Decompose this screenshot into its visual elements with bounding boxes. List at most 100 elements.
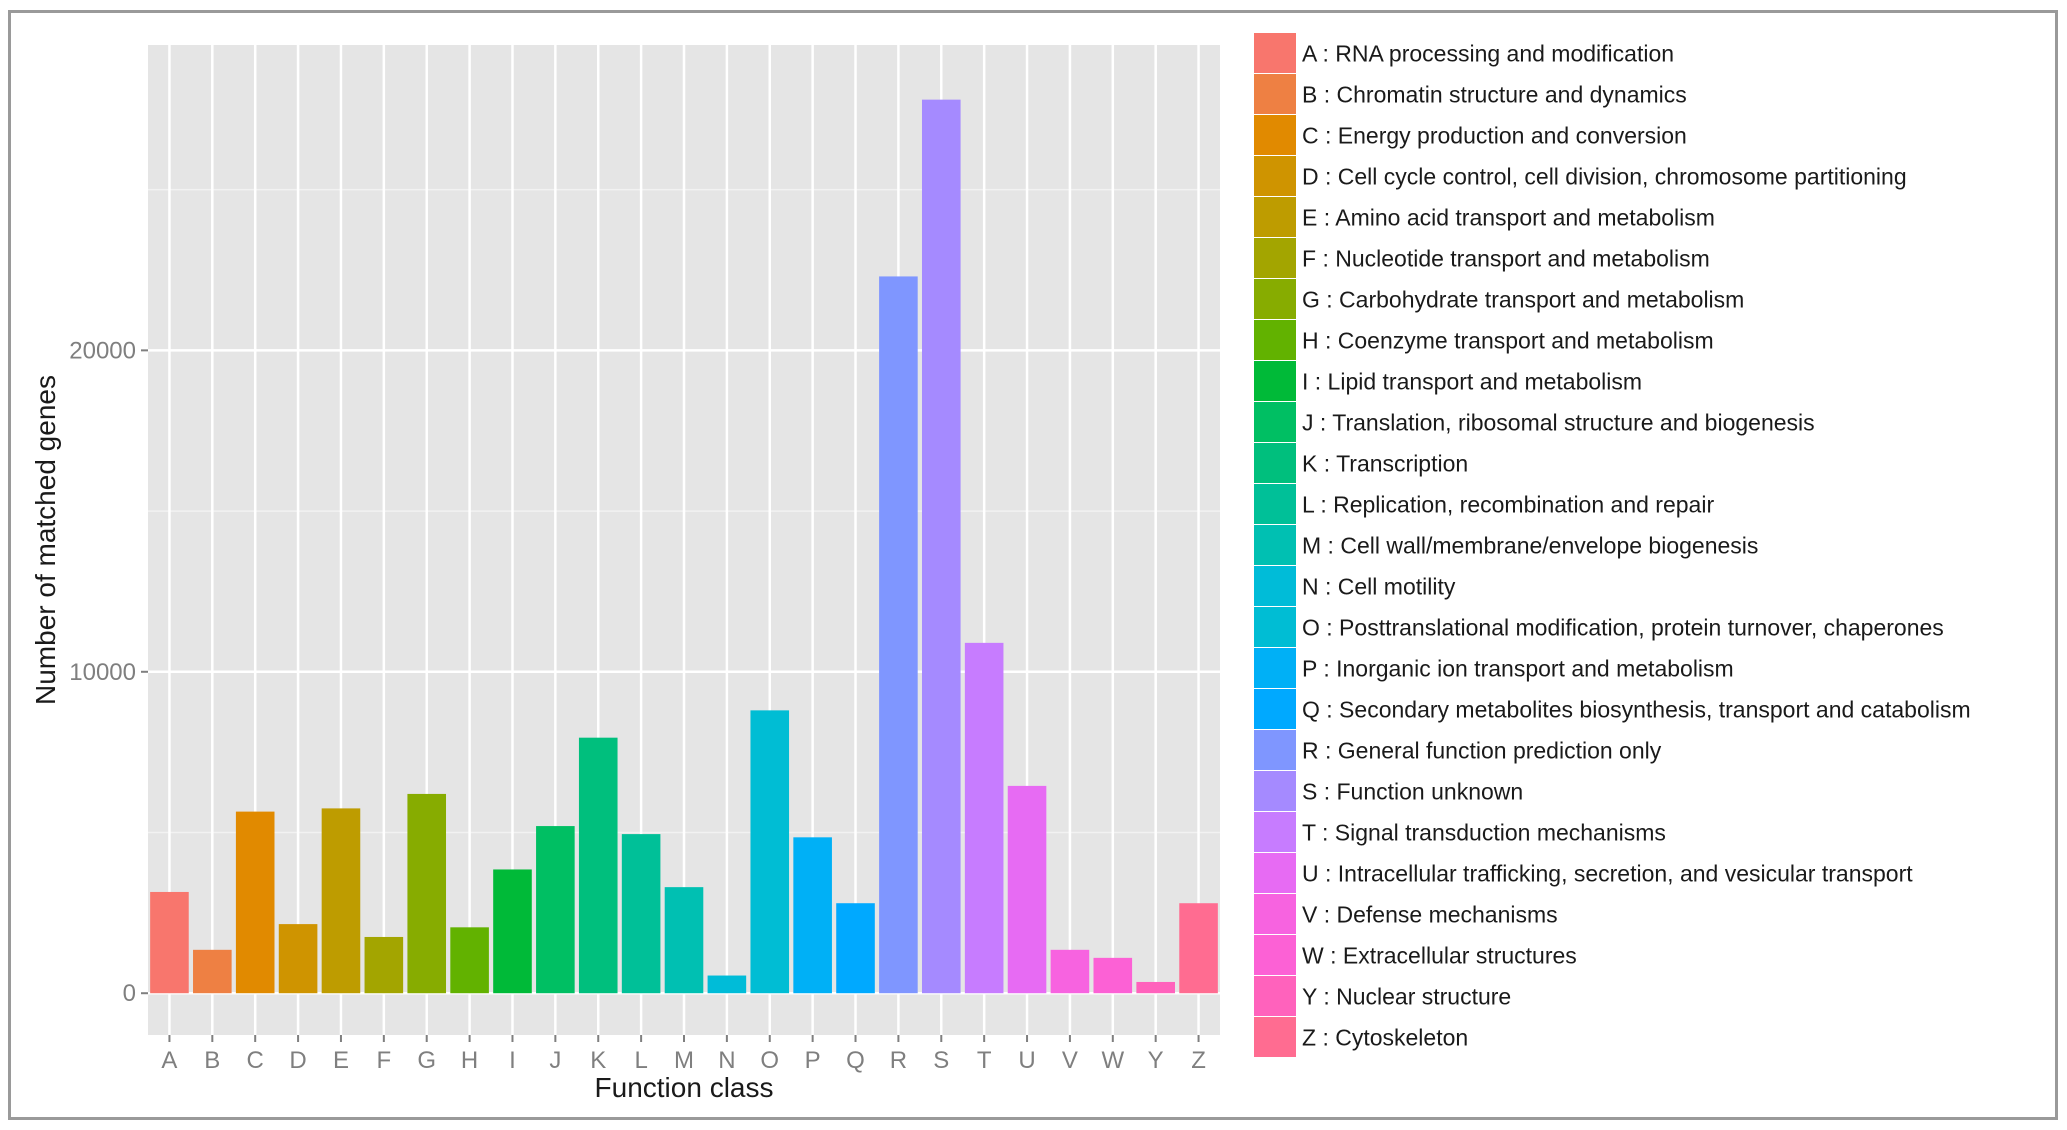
- legend-label-I: I : Lipid transport and metabolism: [1302, 369, 1642, 395]
- legend-key-Q: [1254, 689, 1296, 729]
- x-tick-label: E: [333, 1047, 349, 1074]
- legend-key-Z: [1254, 1017, 1296, 1057]
- x-tick-label: R: [890, 1047, 907, 1074]
- legend-key-F: [1254, 238, 1296, 278]
- bar-Y: [1136, 981, 1175, 994]
- y-tick-label: 10000: [69, 659, 136, 686]
- x-tick-label: Q: [846, 1047, 865, 1074]
- legend-key-O: [1254, 607, 1296, 647]
- legend-label-K: K : Transcription: [1302, 451, 1468, 477]
- bar-C: [235, 811, 275, 994]
- x-tick-label: Y: [1148, 1047, 1164, 1074]
- legend-label-A: A : RNA processing and modification: [1302, 41, 1674, 67]
- legend-label-V: V : Defense mechanisms: [1302, 902, 1558, 928]
- bar-Q: [836, 903, 875, 994]
- legend-label-W: W : Extracellular structures: [1302, 943, 1577, 969]
- bar-S: [921, 99, 961, 994]
- legend-key-C: [1254, 115, 1296, 155]
- legend-label-G: G : Carbohydrate transport and metabolis…: [1302, 287, 1744, 313]
- legend-label-M: M : Cell wall/membrane/envelope biogenes…: [1302, 533, 1758, 559]
- x-tick-label: D: [289, 1047, 306, 1074]
- bar-B: [193, 949, 232, 994]
- bars-layer: [150, 99, 1218, 994]
- legend-label-D: D : Cell cycle control, cell division, c…: [1302, 164, 1907, 190]
- legend-label-Y: Y : Nuclear structure: [1302, 984, 1511, 1010]
- legend-label-P: P : Inorganic ion transport and metaboli…: [1302, 656, 1734, 682]
- legend-key-J: [1254, 402, 1296, 442]
- legend-label-O: O : Posttranslational modification, prot…: [1302, 615, 1944, 641]
- x-tick-label: N: [718, 1047, 735, 1074]
- bar-J: [536, 826, 575, 994]
- legend-key-M: [1254, 525, 1296, 565]
- legend-key-K: [1254, 443, 1296, 483]
- x-tick-label: C: [247, 1047, 264, 1074]
- legend-key-S: [1254, 771, 1296, 811]
- bar-G: [407, 793, 447, 994]
- legend-key-H: [1254, 320, 1296, 360]
- legend-key-R: [1254, 730, 1296, 770]
- x-tick-label: P: [805, 1047, 821, 1074]
- x-tick-label: K: [590, 1047, 606, 1074]
- legend-key-D: [1254, 156, 1296, 196]
- bar-L: [621, 834, 661, 994]
- x-axis-title: Function class: [595, 1072, 774, 1103]
- legend-label-F: F : Nucleotide transport and metabolism: [1302, 246, 1710, 272]
- legend-label-N: N : Cell motility: [1302, 574, 1456, 600]
- legend-key-I: [1254, 361, 1296, 401]
- x-tick-label: S: [933, 1047, 949, 1074]
- legend-key-L: [1254, 484, 1296, 524]
- legend-label-Q: Q : Secondary metabolites biosynthesis, …: [1302, 697, 1971, 723]
- bar-O: [750, 710, 790, 994]
- x-tick-label: L: [634, 1047, 647, 1074]
- x-tick-label: V: [1062, 1047, 1078, 1074]
- x-tick-label: G: [417, 1047, 436, 1074]
- x-tick-label: I: [509, 1047, 516, 1074]
- bar-P: [793, 837, 832, 994]
- y-tick-label: 0: [123, 980, 136, 1007]
- figure-frame: [8, 10, 2058, 1120]
- legend-label-C: C : Energy production and conversion: [1302, 123, 1687, 149]
- x-tick-label: F: [377, 1047, 392, 1074]
- bar-M: [664, 887, 704, 994]
- bar-I: [493, 869, 532, 994]
- bar-V: [1050, 949, 1090, 994]
- x-tick-label: H: [461, 1047, 478, 1074]
- bar-A: [150, 891, 189, 994]
- legend-key-U: [1254, 853, 1296, 893]
- legend-key-V: [1254, 894, 1296, 934]
- x-tick-label: A: [161, 1047, 177, 1074]
- legend-label-U: U : Intracellular trafficking, secretion…: [1302, 861, 1913, 887]
- legend-label-H: H : Coenzyme transport and metabolism: [1302, 328, 1714, 354]
- x-tick-label: B: [204, 1047, 220, 1074]
- legend-key-T: [1254, 812, 1296, 852]
- legend-key-A: [1254, 33, 1296, 73]
- legend-label-S: S : Function unknown: [1302, 779, 1523, 805]
- legend-key-Y: [1254, 976, 1296, 1016]
- bar-H: [450, 927, 489, 994]
- x-tick-label: O: [760, 1047, 779, 1074]
- bar-U: [1007, 785, 1047, 994]
- bar-W: [1093, 957, 1133, 994]
- x-tick-label: U: [1018, 1047, 1035, 1074]
- y-tick-label: 20000: [69, 337, 136, 364]
- legend-key-P: [1254, 648, 1296, 688]
- legend-label-L: L : Replication, recombination and repai…: [1302, 492, 1714, 518]
- legend-label-B: B : Chromatin structure and dynamics: [1302, 82, 1687, 108]
- x-tick-label: T: [977, 1047, 992, 1074]
- legend-key-N: [1254, 566, 1296, 606]
- bar-T: [964, 642, 1004, 994]
- bar-N: [707, 975, 747, 994]
- x-tick-label: J: [549, 1047, 561, 1074]
- bar-R: [879, 276, 918, 994]
- axes-layer: 0 10000 20000 A B C D E F G H I J K L M N O P Q R S T U V W Y Z: [69, 337, 1206, 1074]
- legend-key-W: [1254, 935, 1296, 975]
- legend-key-G: [1254, 279, 1296, 319]
- y-axis-title: Number of matched genes: [30, 375, 61, 705]
- bar-Z: [1179, 903, 1218, 994]
- legend-key-B: [1254, 74, 1296, 114]
- x-tick-label: Z: [1191, 1047, 1206, 1074]
- legend-key-E: [1254, 197, 1296, 237]
- bar-K: [578, 737, 618, 994]
- legend-label-Z: Z : Cytoskeleton: [1302, 1025, 1468, 1051]
